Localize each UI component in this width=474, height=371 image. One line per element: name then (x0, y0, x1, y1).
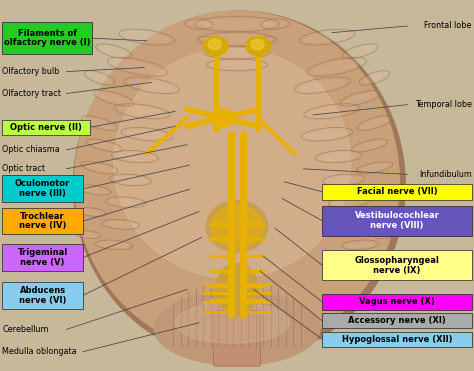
Ellipse shape (203, 36, 228, 56)
Text: Temporal lobe: Temporal lobe (415, 100, 472, 109)
Ellipse shape (344, 242, 376, 248)
Ellipse shape (337, 221, 369, 228)
Ellipse shape (319, 152, 359, 161)
Ellipse shape (246, 36, 271, 56)
Text: Frontal lobe: Frontal lobe (424, 22, 472, 30)
Text: Filaments of
olfactory nerve (I): Filaments of olfactory nerve (I) (4, 29, 91, 47)
Ellipse shape (251, 39, 264, 50)
Ellipse shape (206, 200, 268, 252)
Ellipse shape (77, 232, 99, 237)
Ellipse shape (114, 48, 351, 278)
FancyBboxPatch shape (213, 311, 261, 366)
Ellipse shape (99, 46, 129, 57)
Ellipse shape (81, 186, 109, 194)
Ellipse shape (208, 39, 221, 50)
Text: Trigeminal
nerve (V): Trigeminal nerve (V) (18, 248, 68, 267)
Ellipse shape (299, 79, 346, 92)
Ellipse shape (362, 72, 387, 83)
Ellipse shape (205, 34, 269, 44)
Ellipse shape (118, 106, 166, 117)
Ellipse shape (331, 198, 365, 206)
Ellipse shape (303, 31, 351, 43)
Text: Optic nerve (II): Optic nerve (II) (10, 123, 82, 132)
Ellipse shape (128, 79, 175, 92)
Ellipse shape (123, 31, 171, 43)
Ellipse shape (115, 152, 155, 161)
Ellipse shape (73, 11, 405, 360)
Ellipse shape (87, 72, 112, 83)
Text: Cerebellum: Cerebellum (2, 325, 49, 334)
FancyBboxPatch shape (2, 175, 83, 202)
Text: Olfactory tract: Olfactory tract (2, 89, 61, 98)
Ellipse shape (305, 129, 349, 139)
Ellipse shape (75, 11, 399, 352)
FancyBboxPatch shape (322, 294, 472, 310)
Ellipse shape (112, 59, 163, 74)
FancyBboxPatch shape (322, 184, 472, 200)
FancyBboxPatch shape (322, 332, 472, 347)
Ellipse shape (359, 163, 390, 172)
Ellipse shape (81, 209, 104, 216)
Ellipse shape (211, 206, 263, 247)
Ellipse shape (84, 163, 115, 172)
Ellipse shape (84, 117, 115, 129)
Ellipse shape (255, 38, 275, 44)
FancyBboxPatch shape (322, 313, 472, 328)
FancyBboxPatch shape (2, 208, 83, 234)
Ellipse shape (109, 198, 143, 206)
Ellipse shape (175, 302, 289, 343)
Ellipse shape (326, 176, 362, 184)
Ellipse shape (359, 117, 390, 129)
Ellipse shape (97, 92, 131, 104)
Text: Vestibulocochlear
nerve (VIII): Vestibulocochlear nerve (VIII) (355, 211, 439, 230)
Ellipse shape (112, 176, 148, 184)
Text: Glossopharyngeal
nerve (IX): Glossopharyngeal nerve (IX) (355, 256, 439, 275)
Text: Accessory nerve (XI): Accessory nerve (XI) (348, 316, 446, 325)
Ellipse shape (210, 109, 236, 127)
Ellipse shape (211, 61, 263, 69)
Text: Hypoglossal nerve (XII): Hypoglossal nerve (XII) (342, 335, 452, 344)
Text: Vagus nerve (X): Vagus nerve (X) (359, 298, 435, 306)
FancyBboxPatch shape (2, 120, 90, 135)
FancyBboxPatch shape (2, 22, 92, 54)
Text: Olfactory bulb: Olfactory bulb (2, 67, 60, 76)
FancyBboxPatch shape (322, 206, 472, 236)
Ellipse shape (201, 19, 273, 30)
Text: Optic chiasma: Optic chiasma (2, 145, 60, 154)
Ellipse shape (105, 221, 137, 228)
Ellipse shape (370, 209, 393, 216)
Ellipse shape (125, 129, 169, 139)
FancyBboxPatch shape (322, 250, 472, 280)
Text: Optic tract: Optic tract (2, 164, 46, 173)
FancyBboxPatch shape (2, 244, 83, 271)
Ellipse shape (98, 242, 130, 248)
Ellipse shape (345, 46, 375, 57)
Ellipse shape (216, 263, 258, 315)
Ellipse shape (343, 92, 377, 104)
Ellipse shape (263, 20, 287, 28)
Ellipse shape (365, 186, 393, 194)
Ellipse shape (154, 291, 320, 365)
Ellipse shape (311, 59, 362, 74)
FancyBboxPatch shape (2, 282, 83, 309)
Ellipse shape (375, 232, 397, 237)
Text: Oculomotor
nerve (III): Oculomotor nerve (III) (15, 180, 70, 198)
Ellipse shape (209, 48, 265, 57)
Text: Abducens
nerve (VI): Abducens nerve (VI) (19, 286, 66, 305)
Ellipse shape (308, 106, 356, 117)
Text: Facial nerve (VII): Facial nerve (VII) (356, 187, 438, 196)
Ellipse shape (199, 38, 219, 44)
Text: Infundibulum: Infundibulum (419, 170, 472, 179)
Text: Trochlear
nerve (IV): Trochlear nerve (IV) (19, 212, 66, 230)
Ellipse shape (355, 140, 385, 151)
Ellipse shape (187, 20, 211, 28)
Ellipse shape (89, 140, 119, 151)
Text: Medulla oblongata: Medulla oblongata (2, 347, 77, 356)
